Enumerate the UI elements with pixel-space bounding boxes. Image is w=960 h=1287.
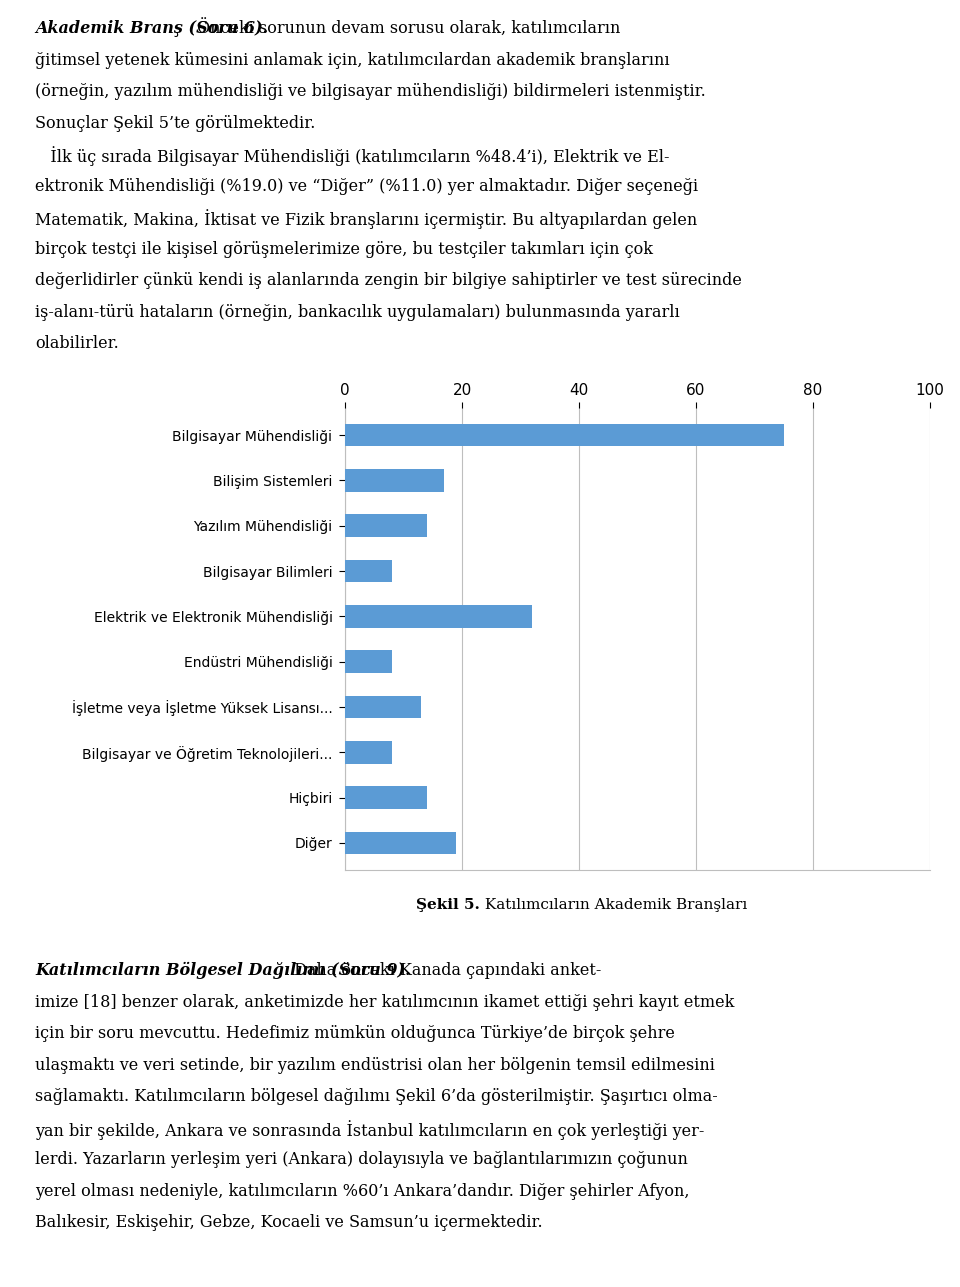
Text: Balıkesir, Eskişehir, Gebze, Kocaeli ve Samsun’u içermektedir.: Balıkesir, Eskişehir, Gebze, Kocaeli ve …	[35, 1214, 542, 1232]
Bar	[345, 695, 421, 718]
Text: sağlamaktı. Katılımcıların bölgesel dağılımı Şekil 6’da gösterilmiştir. Şaşırtıc: sağlamaktı. Katılımcıların bölgesel dağı…	[35, 1088, 718, 1106]
Text: değerlidirler çünkü kendi iş alanlarında zengin bir bilgiye sahiptirler ve test : değerlidirler çünkü kendi iş alanlarında…	[35, 273, 742, 290]
Bar	[345, 650, 392, 673]
Text: yerel olması nedeniyle, katılımcıların %60’ı Ankara’dandır. Diğer şehirler Afyon: yerel olması nedeniyle, katılımcıların %…	[35, 1183, 689, 1199]
Text: Akademik Branş (Soru 6).: Akademik Branş (Soru 6).	[35, 21, 268, 37]
Bar	[345, 741, 392, 763]
Text: ğitimsel yetenek kümesini anlamak için, katılımcılardan akademik branşlarını: ğitimsel yetenek kümesini anlamak için, …	[35, 51, 670, 68]
Text: lerdi. Yazarların yerleşim yeri (Ankara) dolayısıyla ve bağlantılarımızın çoğunu: lerdi. Yazarların yerleşim yeri (Ankara)…	[35, 1151, 688, 1169]
Text: yan bir şekilde, Ankara ve sonrasında İstanbul katılımcıların en çok yerleştiği : yan bir şekilde, Ankara ve sonrasında İs…	[35, 1120, 705, 1139]
Text: için bir soru mevcuttu. Hedefimiz mümkün olduğunca Türkiye’de birçok şehre: için bir soru mevcuttu. Hedefimiz mümkün…	[35, 1024, 675, 1042]
Text: Daha önceki Kanada çapındaki anket-: Daha önceki Kanada çapındaki anket-	[289, 961, 601, 979]
Text: Sonuçlar Şekil 5’te görülmektedir.: Sonuçlar Şekil 5’te görülmektedir.	[35, 115, 316, 131]
Text: ektronik Mühendisliği (%19.0) ve “Diğer” (%11.0) yer almaktadır. Diğer seçeneği: ektronik Mühendisliği (%19.0) ve “Diğer”…	[35, 178, 698, 194]
Text: birçok testçi ile kişisel görüşmelerimize göre, bu testçiler takımları için çok: birçok testçi ile kişisel görüşmelerimiz…	[35, 241, 653, 257]
Text: Şekil 5.: Şekil 5.	[416, 898, 480, 912]
Text: Önceki sorunun devam sorusu olarak, katılımcıların: Önceki sorunun devam sorusu olarak, katı…	[192, 21, 620, 39]
Bar	[345, 423, 783, 447]
Bar	[345, 470, 444, 492]
Bar	[345, 560, 392, 583]
Text: Katılımcıların Bölgesel Dağılımı (Soru 9).: Katılımcıların Bölgesel Dağılımı (Soru 9…	[35, 961, 411, 979]
Text: olabilirler.: olabilirler.	[35, 336, 119, 353]
Text: (örneğin, yazılım mühendisliği ve bilgisayar mühendisliği) bildirmeleri istenmiş: (örneğin, yazılım mühendisliği ve bilgis…	[35, 84, 706, 100]
Bar	[345, 831, 456, 855]
Bar	[345, 786, 427, 808]
Bar	[345, 515, 427, 537]
Text: Katılımcıların Akademik Branşları: Katılımcıların Akademik Branşları	[480, 898, 747, 912]
Bar	[345, 605, 532, 628]
Text: ulaşmaktı ve veri setinde, bir yazılım endüstrisi olan her bölgenin temsil edilm: ulaşmaktı ve veri setinde, bir yazılım e…	[35, 1057, 715, 1073]
Text: İlk üç sırada Bilgisayar Mühendisliği (katılımcıların %48.4’i), Elektrik ve El-: İlk üç sırada Bilgisayar Mühendisliği (k…	[35, 147, 669, 166]
Text: Matematik, Makina, İktisat ve Fizik branşlarını içermiştir. Bu altyapılardan gel: Matematik, Makina, İktisat ve Fizik bran…	[35, 210, 697, 229]
Text: iş-alanı-türü hataların (örneğin, bankacılık uygulamaları) bulunmasında yararlı: iş-alanı-türü hataların (örneğin, bankac…	[35, 304, 680, 320]
Text: imize [18] benzer olarak, anketimizde her katılımcının ikamet ettiği şehri kayıt: imize [18] benzer olarak, anketimizde he…	[35, 994, 734, 1010]
